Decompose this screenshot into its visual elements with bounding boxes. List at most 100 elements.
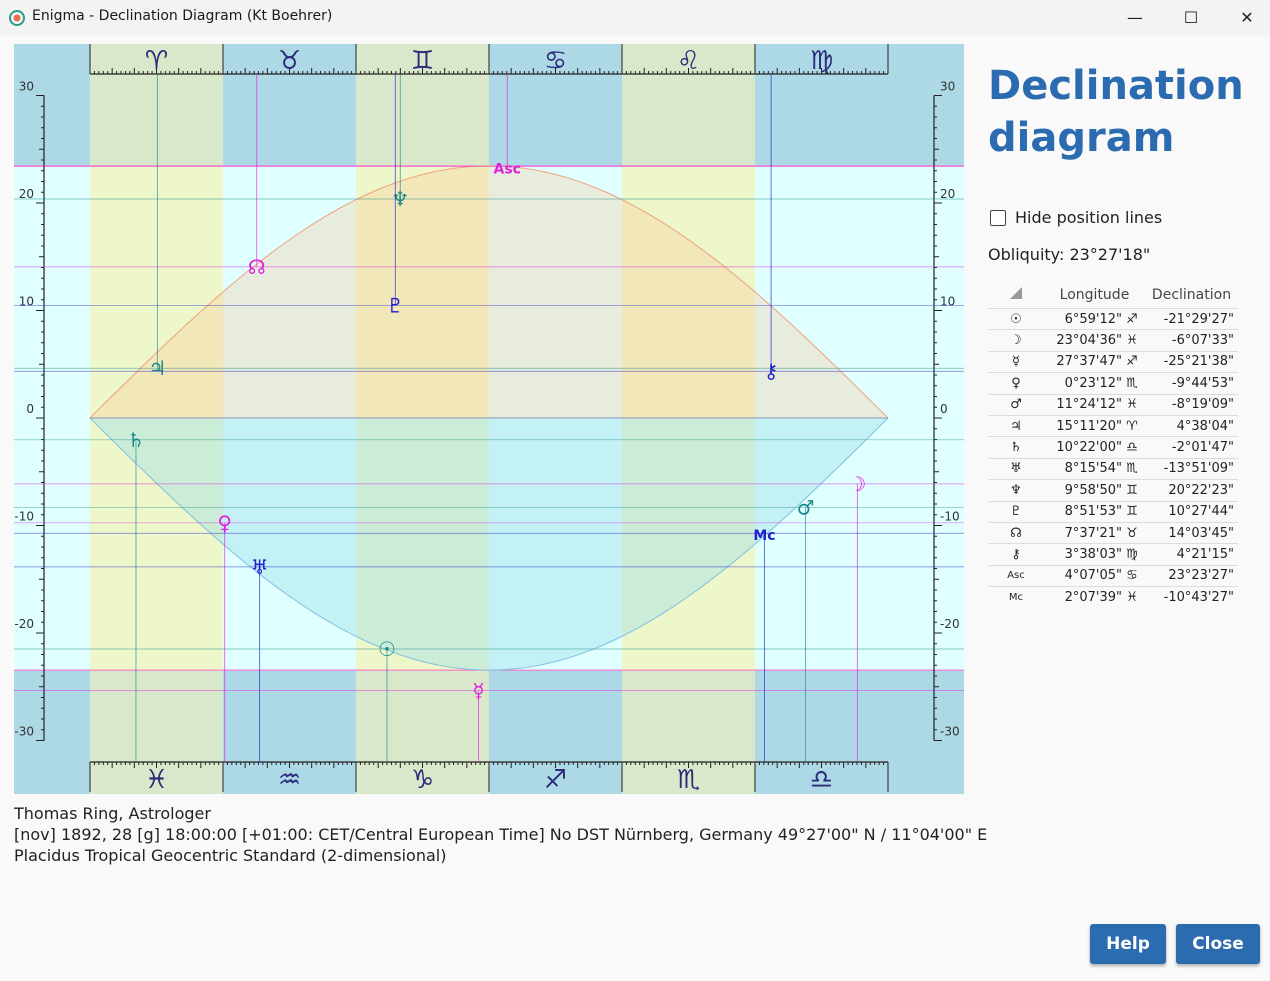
chart-name: Thomas Ring, Astrologer bbox=[14, 804, 211, 823]
planet-marker: ☉ bbox=[378, 637, 396, 661]
longitude-cell: 15°11'20" ♈ bbox=[1044, 414, 1145, 437]
longitude-value: 15°11'20" bbox=[1056, 418, 1122, 434]
longitude-value: 9°58'50" bbox=[1064, 482, 1122, 498]
longitude-header[interactable]: Longitude bbox=[1059, 287, 1130, 303]
declination-diagram: 30 30 20 20 10 10 0 0 -10 -10 -20 -20 -30 -30 ♈ ♉ ♊ ♋ ♌ ♍ ♓ ♒… bbox=[14, 44, 964, 795]
table-row[interactable]: ♇ 8°51'53" ♊ 10°27'44" bbox=[988, 500, 1238, 523]
table-row[interactable]: ♄ 10°22'00" ♎ -2°01'47" bbox=[988, 436, 1238, 459]
y-tick-label: 20 bbox=[19, 187, 34, 201]
declination-cell: -2°01'47" bbox=[1145, 436, 1238, 459]
y-tick-label: -30 bbox=[940, 725, 960, 739]
help-button[interactable]: Help bbox=[1090, 924, 1166, 964]
declination-header[interactable]: Declination bbox=[1151, 287, 1232, 303]
declination-cell: -25°21'38" bbox=[1145, 350, 1238, 373]
longitude-cell: 6°59'12" ♐ bbox=[1044, 307, 1145, 330]
planet-marker: Asc bbox=[494, 162, 521, 178]
longitude-value: 8°51'53" bbox=[1064, 504, 1122, 520]
longitude-cell: 11°24'12" ♓ bbox=[1044, 393, 1145, 416]
table-row[interactable]: ☿ 27°37'47" ♐ -25°21'38" bbox=[988, 350, 1238, 373]
zodiac-sign-icon: ♓ bbox=[1126, 397, 1138, 413]
table-row[interactable]: ⚷ 3°38'03" ♍ 4°21'15" bbox=[988, 543, 1238, 566]
ecliptic-south-area bbox=[90, 418, 888, 671]
planet-glyph-icon: ☽ bbox=[988, 329, 1044, 352]
ecliptic-north-area bbox=[90, 165, 888, 418]
hide-position-lines-checkbox[interactable] bbox=[990, 209, 1006, 226]
planet-glyph-icon: Asc bbox=[988, 564, 1044, 587]
declination-cell: 10°27'44" bbox=[1145, 500, 1238, 523]
zodiac-sign-label: ♐ bbox=[544, 765, 567, 794]
table-row[interactable]: ♆ 9°58'50" ♊ 20°22'23" bbox=[988, 479, 1238, 502]
maximize-icon: ☐ bbox=[1183, 7, 1199, 27]
table-row[interactable]: ☊ 7°37'21" ♉ 14°03'45" bbox=[988, 521, 1238, 544]
y-tick-label: -20 bbox=[14, 617, 34, 631]
table-row[interactable]: ♀ 0°23'12" ♏ -9°44'53" bbox=[988, 372, 1238, 395]
longitude-value: 0°23'12" bbox=[1064, 375, 1122, 391]
declination-chart: 30 30 20 20 10 10 0 0 -10 -10 -20 -20 -30 -30 ♈ ♉ ♊ ♋ ♌ ♍ ♓ ♒… bbox=[14, 44, 964, 795]
planet-marker: ☿ bbox=[472, 679, 484, 703]
chart-info: Thomas Ring, Astrologer [nov] 1892, 28 [… bbox=[14, 803, 987, 866]
longitude-cell: 0°23'12" ♏ bbox=[1044, 372, 1145, 395]
declination-cell: -13°51'09" bbox=[1145, 457, 1238, 480]
planet-marker: ♄ bbox=[127, 428, 145, 452]
y-tick-label: 10 bbox=[19, 295, 34, 309]
zodiac-sign-icon: ♓ bbox=[1126, 589, 1138, 605]
longitude-cell: 3°38'03" ♍ bbox=[1044, 543, 1145, 566]
planet-marker: ☽ bbox=[848, 472, 866, 496]
longitude-cell: 27°37'47" ♐ bbox=[1044, 350, 1145, 373]
declination-cell: -21°29'27" bbox=[1145, 307, 1238, 330]
page-title: Declination diagram bbox=[988, 63, 1244, 161]
planet-glyph-icon: Mc bbox=[988, 586, 1044, 608]
table-row[interactable]: Asc 4°07'05" ♋ 23°23'27" bbox=[988, 564, 1238, 587]
declination-cell: -6°07'33" bbox=[1145, 329, 1238, 352]
longitude-value: 4°07'05" bbox=[1064, 568, 1122, 584]
planet-glyph-icon: ⚷ bbox=[988, 543, 1044, 566]
zodiac-sign-label: ♌ bbox=[677, 46, 700, 76]
zodiac-sign-icon: ♏ bbox=[1126, 461, 1138, 477]
hide-position-lines-option[interactable]: Hide position lines bbox=[990, 208, 1162, 227]
zodiac-sign-label: ♈ bbox=[145, 46, 168, 76]
table-row[interactable]: ☽ 23°04'36" ♓ -6°07'33" bbox=[988, 329, 1238, 352]
y-tick-label: 10 bbox=[940, 295, 955, 309]
zodiac-sign-icon: ♈ bbox=[1126, 418, 1138, 434]
planet-glyph-icon: ☿ bbox=[988, 350, 1044, 373]
planet-marker: ♃ bbox=[148, 356, 166, 380]
close-window-button[interactable]: ✕ bbox=[1224, 0, 1270, 34]
declination-cell: 20°22'23" bbox=[1145, 479, 1238, 502]
close-icon: ✕ bbox=[1240, 7, 1254, 27]
table-row[interactable]: ♂ 11°24'12" ♓ -8°19'09" bbox=[988, 393, 1238, 416]
table-row[interactable]: ♃ 15°11'20" ♈ 4°38'04" bbox=[988, 414, 1238, 437]
planet-glyph-icon: ♇ bbox=[988, 500, 1044, 523]
planet-glyph-icon: ♃ bbox=[988, 414, 1044, 437]
chart-settings: Placidus Tropical Geocentric Standard (2… bbox=[14, 846, 447, 865]
longitude-value: 11°24'12" bbox=[1056, 397, 1122, 413]
table-row[interactable]: ☉ 6°59'12" ♐ -21°29'27" bbox=[988, 307, 1238, 330]
longitude-cell: 8°51'53" ♊ bbox=[1044, 500, 1145, 523]
y-tick-label: 0 bbox=[940, 402, 948, 416]
zodiac-sign-label: ♍ bbox=[810, 46, 833, 76]
table-row[interactable]: ♅ 8°15'54" ♏ -13°51'09" bbox=[988, 457, 1238, 480]
planet-marker: ⚷ bbox=[764, 359, 779, 383]
y-tick-label: 30 bbox=[940, 80, 955, 94]
longitude-value: 10°22'00" bbox=[1056, 440, 1122, 456]
zodiac-sign-label: ♋ bbox=[544, 46, 567, 76]
window-title: Enigma - Declination Diagram (Kt Boehrer… bbox=[32, 8, 333, 24]
longitude-cell: 8°15'54" ♏ bbox=[1044, 457, 1145, 480]
longitude-value: 2°07'39" bbox=[1064, 589, 1122, 605]
chart-datetime-location: [nov] 1892, 28 [g] 18:00:00 [+01:00: CET… bbox=[14, 825, 988, 844]
planet-glyph-icon: ☉ bbox=[988, 307, 1044, 330]
maximize-button[interactable]: ☐ bbox=[1168, 0, 1214, 34]
minimize-button[interactable]: — bbox=[1112, 0, 1158, 34]
y-tick-label: -20 bbox=[940, 617, 960, 631]
hide-position-lines-label: Hide position lines bbox=[1015, 208, 1163, 227]
planet-marker: Mc bbox=[753, 528, 775, 544]
sort-column-header[interactable] bbox=[988, 282, 1044, 309]
planet-glyph-icon: ♄ bbox=[988, 436, 1044, 459]
longitude-value: 6°59'12" bbox=[1064, 311, 1122, 327]
y-tick-label: 20 bbox=[940, 187, 955, 201]
close-button[interactable]: Close bbox=[1176, 924, 1260, 964]
declination-cell: -10°43'27" bbox=[1145, 586, 1238, 608]
declination-cell: 14°03'45" bbox=[1145, 521, 1238, 544]
table-row[interactable]: Mc 2°07'39" ♓ -10°43'27" bbox=[988, 586, 1238, 608]
sort-triangle-icon bbox=[1010, 287, 1022, 299]
minimize-icon: — bbox=[1127, 7, 1143, 27]
